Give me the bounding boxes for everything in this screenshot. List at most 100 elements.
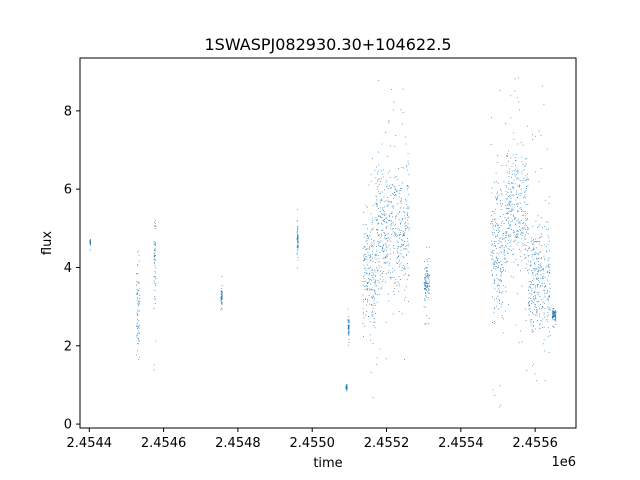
data-point (492, 211, 493, 212)
data-point (506, 231, 508, 233)
data-point (221, 293, 223, 295)
data-point (497, 285, 498, 286)
data-point (346, 388, 348, 390)
data-point (555, 314, 556, 316)
data-point (512, 248, 514, 250)
data-point (391, 213, 393, 215)
data-point (528, 304, 530, 306)
data-point (537, 277, 539, 279)
data-point (540, 270, 542, 272)
data-point (518, 77, 519, 79)
data-point (220, 300, 222, 302)
data-point (536, 257, 538, 259)
data-point (526, 188, 527, 189)
data-point (394, 282, 396, 283)
data-point (539, 252, 541, 254)
data-point (393, 270, 395, 271)
data-point (372, 342, 374, 344)
data-point (540, 274, 542, 276)
data-point (496, 198, 498, 199)
data-point (378, 80, 380, 81)
data-point (549, 272, 551, 273)
data-point (533, 331, 535, 332)
data-point (428, 289, 430, 290)
data-point (536, 268, 538, 270)
data-point (404, 136, 406, 138)
data-point (376, 229, 378, 231)
data-point (427, 266, 429, 268)
data-point (533, 309, 535, 310)
data-point (345, 388, 347, 389)
data-point (513, 214, 514, 216)
data-point (525, 158, 526, 160)
data-point (503, 223, 505, 224)
data-point (89, 242, 91, 243)
data-point (365, 285, 367, 287)
data-point (385, 262, 387, 264)
data-point (390, 145, 391, 147)
data-point (491, 258, 492, 260)
data-point (385, 258, 386, 259)
data-point (390, 219, 392, 221)
data-point (399, 264, 401, 266)
data-point (507, 192, 509, 193)
data-point (554, 312, 556, 314)
data-point (492, 255, 493, 257)
data-point (366, 273, 368, 274)
data-point (513, 232, 515, 234)
data-point (384, 219, 385, 220)
data-point (533, 298, 535, 300)
data-point (555, 313, 556, 315)
data-point (512, 230, 514, 232)
data-point (372, 297, 373, 299)
data-point (137, 293, 139, 295)
data-point (500, 209, 502, 210)
data-point (521, 238, 522, 240)
data-point (526, 185, 527, 187)
data-point (424, 285, 426, 286)
data-point (528, 297, 530, 299)
data-point (534, 252, 536, 253)
data-point (553, 311, 554, 313)
data-point (534, 241, 536, 242)
data-point (408, 301, 409, 302)
data-point (426, 282, 428, 284)
data-point (524, 196, 526, 198)
data-point (519, 229, 521, 231)
data-point (539, 316, 541, 318)
data-point (347, 320, 349, 321)
data-point (378, 241, 380, 243)
data-point (555, 310, 557, 312)
data-point (494, 283, 495, 284)
data-point (393, 235, 395, 237)
data-point (491, 215, 493, 216)
data-point (511, 209, 512, 211)
data-point (527, 227, 529, 229)
data-point (297, 241, 299, 243)
data-point (495, 224, 496, 226)
data-point (391, 224, 393, 226)
data-point (493, 323, 495, 324)
data-point (527, 218, 528, 220)
data-point (535, 380, 537, 382)
data-point (491, 117, 492, 118)
data-point (221, 302, 223, 303)
data-point (395, 194, 396, 195)
data-point (553, 312, 555, 313)
data-point (546, 319, 548, 320)
data-point (296, 209, 298, 210)
data-point (345, 387, 347, 388)
data-point (507, 208, 508, 209)
data-point (510, 117, 512, 119)
data-point (499, 285, 500, 287)
data-point (542, 306, 544, 308)
data-point (425, 295, 427, 297)
data-point (423, 282, 425, 283)
data-point (400, 232, 401, 234)
data-point (297, 245, 299, 247)
data-point (425, 288, 426, 290)
data-point (426, 267, 427, 269)
data-point (542, 343, 544, 345)
data-point (540, 135, 542, 136)
data-point (518, 264, 519, 266)
